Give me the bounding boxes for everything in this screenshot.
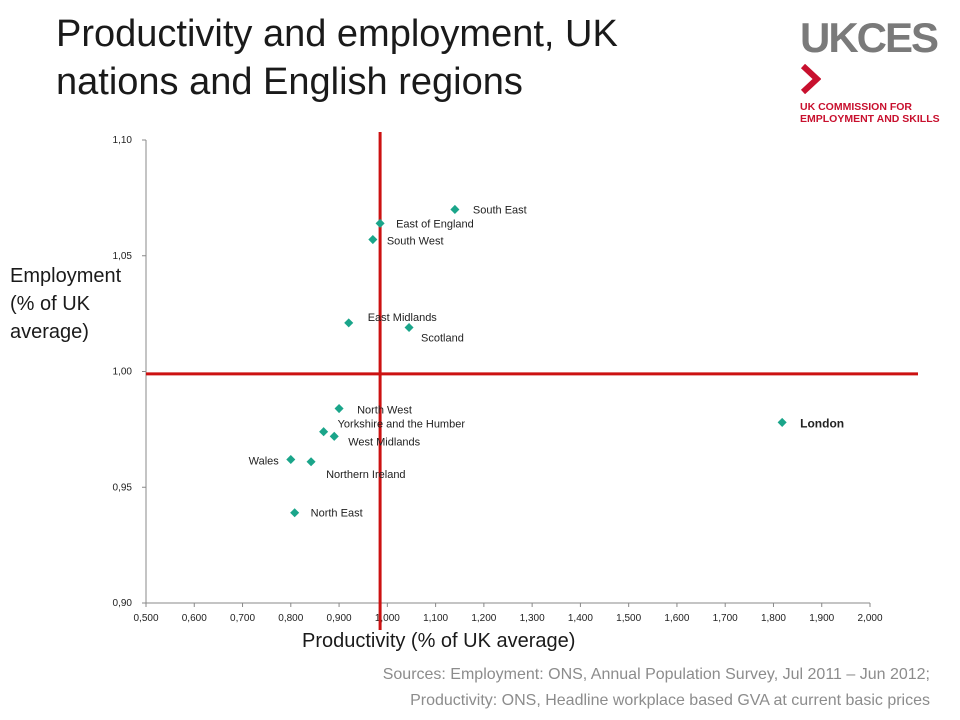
logo-sub-line-2: EMPLOYMENT AND SKILLS: [800, 113, 940, 125]
data-point-east-midlands: [344, 318, 354, 328]
y-title-line-3: average): [10, 321, 89, 343]
source-line-1: Sources: Employment: ONS, Annual Populat…: [382, 666, 930, 683]
x-tick-label: 1,200: [471, 613, 496, 624]
x-tick-label: 0,500: [133, 613, 158, 624]
title-line-2: nations and English regions: [56, 61, 523, 103]
x-tick-label: 1,900: [809, 613, 834, 624]
x-tick-label: 1,100: [423, 613, 448, 624]
data-point-london: [777, 417, 787, 427]
point-label-yorkshire-and-the-humber: Yorkshire and the Humber: [338, 419, 466, 431]
ukces-logo: UKCES UK COMMISSION FOR EMPLOYMENT AND S…: [800, 17, 950, 126]
x-tick-label: 0,800: [278, 613, 303, 624]
point-label-west-midlands: West Midlands: [348, 436, 420, 448]
x-tick-label: 1,400: [568, 613, 593, 624]
data-point-east-of-england: [375, 218, 385, 228]
slide-title: Productivity and employment, UK nations …: [56, 10, 756, 106]
x-tick-label: 1,600: [664, 613, 689, 624]
x-tick-label: 2,000: [857, 613, 882, 624]
x-tick-label: 1,000: [375, 613, 400, 624]
point-label-north-west: North West: [357, 405, 412, 417]
data-point-north-west: [334, 404, 344, 414]
y-tick-label: 1,00: [113, 367, 133, 378]
point-label-south-west: South West: [387, 236, 444, 248]
logo-sub-line-1: UK COMMISSION FOR: [800, 101, 912, 113]
point-label-north-east: North East: [311, 508, 363, 520]
point-label-wales: Wales: [249, 455, 280, 467]
point-label-east-midlands: East Midlands: [368, 312, 438, 324]
y-title-line-2: (% of UK: [10, 293, 91, 315]
point-label-east-of-england: East of England: [396, 218, 474, 230]
point-label-london: London: [800, 416, 844, 430]
point-label-south-east: South East: [473, 204, 527, 216]
y-tick-label: 1,10: [113, 135, 133, 146]
y-tick-label: 0,95: [113, 482, 133, 493]
logo-chevron-icon: [800, 63, 822, 95]
x-tick-label: 1,500: [616, 613, 641, 624]
data-point-south-west: [368, 235, 378, 245]
data-point-wales: [286, 454, 296, 464]
y-tick-label: 0,90: [113, 598, 133, 609]
data-point-north-east: [290, 508, 300, 518]
x-tick-label: 1,800: [761, 613, 786, 624]
y-title-line-1: Employment: [10, 265, 122, 287]
x-tick-label: 1,700: [713, 613, 738, 624]
data-point-west-midlands: [329, 431, 339, 441]
data-point-south-east: [450, 204, 460, 214]
data-point-yorkshire-and-the-humber: [319, 427, 329, 437]
point-label-scotland: Scotland: [421, 333, 464, 345]
logo-subtitle: UK COMMISSION FOR EMPLOYMENT AND SKILLS: [800, 101, 950, 125]
title-line-1: Productivity and employment, UK: [56, 13, 618, 55]
data-point-scotland: [404, 322, 414, 333]
y-axis-title: Employment (% of UK average): [10, 262, 150, 346]
point-label-northern-ireland: Northern Ireland: [326, 469, 406, 481]
x-tick-label: 0,600: [182, 613, 207, 624]
x-axis-title: Productivity (% of UK average): [302, 630, 576, 652]
data-point-northern-ireland: [306, 457, 316, 467]
x-tick-label: 0,700: [230, 613, 255, 624]
source-line-2: Productivity: ONS, Headline workplace ba…: [410, 692, 930, 709]
x-tick-label: 1,300: [520, 613, 545, 624]
logo-word: UKCES: [800, 17, 950, 98]
y-tick-label: 1,05: [113, 251, 133, 262]
x-tick-label: 0,900: [327, 613, 352, 624]
